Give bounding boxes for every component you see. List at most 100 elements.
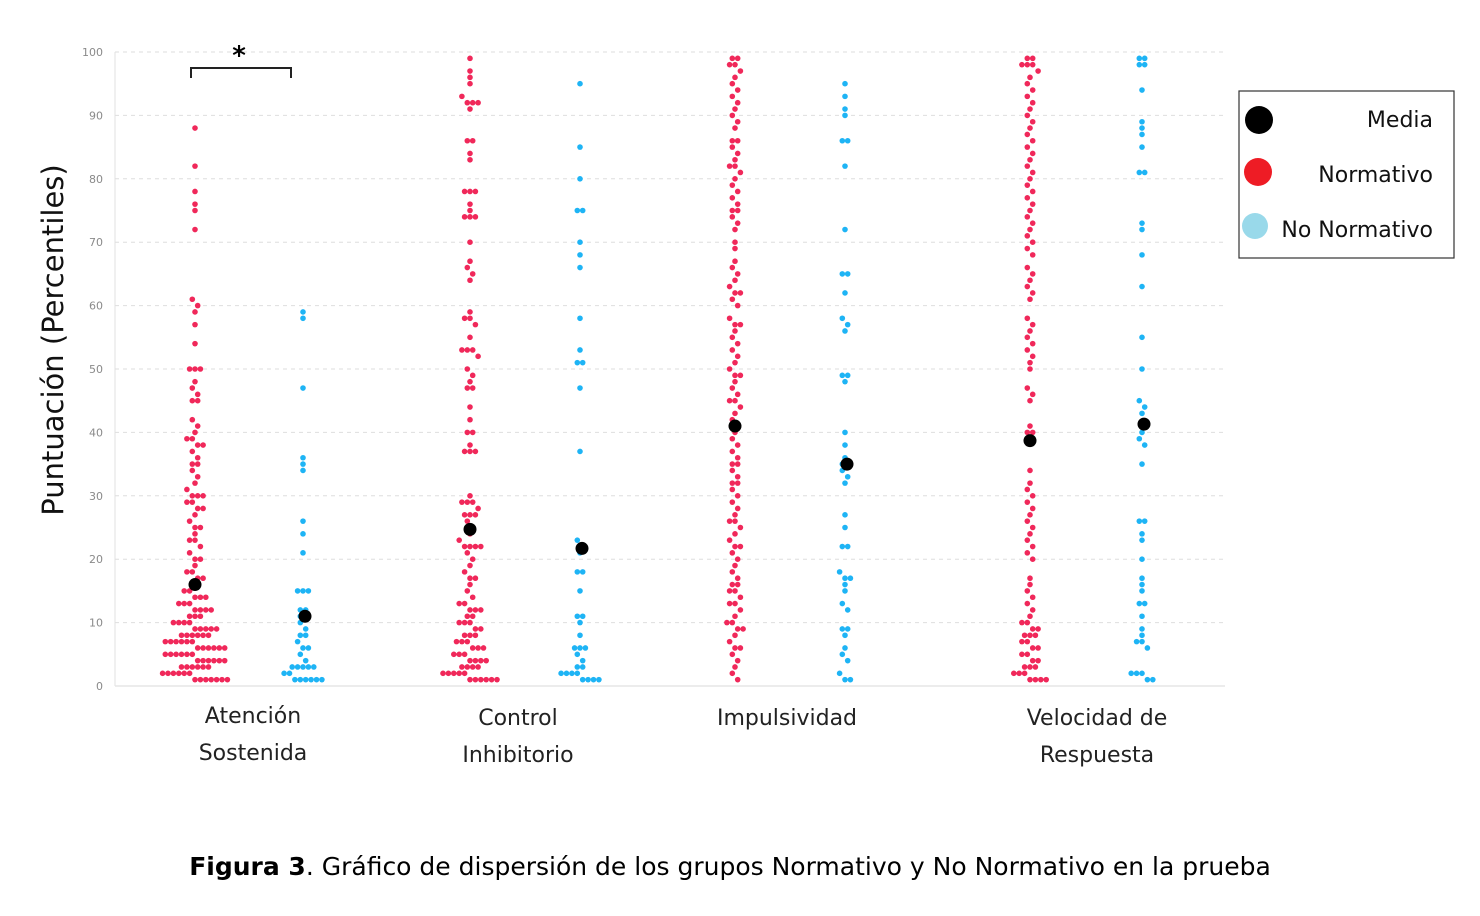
normativo-point	[192, 188, 198, 195]
normativo-point	[729, 264, 736, 271]
no_normativo-point	[1128, 670, 1134, 677]
no_normativo-point	[842, 588, 848, 594]
normativo-point	[472, 676, 479, 683]
normativo-point	[1024, 486, 1031, 493]
no_normativo-point	[839, 315, 846, 322]
normativo-point	[734, 454, 741, 461]
normativo-point	[1024, 499, 1031, 505]
no_normativo-point	[582, 645, 589, 651]
legend-media-marker	[1245, 106, 1273, 134]
normativo-point	[453, 638, 460, 645]
normativo-point	[186, 613, 193, 620]
normativo-point	[734, 657, 741, 664]
normativo-point	[467, 416, 473, 423]
no_normativo-point	[1136, 518, 1143, 524]
no_normativo-point	[579, 569, 586, 575]
no_normativo-point	[577, 619, 583, 626]
normativo-point	[734, 201, 741, 207]
no_normativo-point	[844, 473, 851, 480]
normativo-point	[467, 657, 473, 664]
normativo-point	[221, 645, 228, 651]
figure-caption: Figura 3. Gráfico de dispersión de los g…	[0, 852, 1460, 881]
normativo-point	[1032, 664, 1039, 670]
normativo-point	[732, 156, 738, 163]
normativo-point	[734, 556, 741, 562]
normativo-point	[729, 195, 736, 201]
normativo-point	[192, 594, 198, 601]
no_normativo-point	[844, 271, 851, 277]
normativo-point	[480, 645, 487, 651]
normativo-point	[1029, 505, 1036, 512]
normativo-point	[1029, 87, 1036, 93]
normativo-point	[464, 429, 471, 436]
normativo-point	[472, 657, 479, 664]
no_normativo-point	[579, 664, 586, 670]
normativo-point	[186, 619, 193, 626]
normativo-point	[189, 638, 196, 645]
normativo-point	[478, 626, 484, 632]
legend-no-normativo-label: No Normativo	[1281, 218, 1433, 243]
normativo-point	[729, 385, 736, 391]
normativo-point	[1024, 131, 1031, 138]
y-tick-label: 70	[89, 236, 103, 249]
normativo-point	[729, 144, 736, 150]
normativo-point	[1029, 543, 1036, 550]
normativo-point	[197, 613, 204, 620]
significance-asterisk: *	[232, 41, 246, 71]
no_normativo-point	[577, 80, 583, 87]
no_normativo-mean-marker	[298, 609, 312, 623]
no_normativo-point	[579, 676, 586, 683]
normativo-point	[186, 670, 193, 677]
normativo-point	[1027, 207, 1033, 214]
normativo-point	[1024, 347, 1031, 353]
no_normativo-point	[585, 676, 591, 683]
normativo-point	[732, 562, 738, 569]
normativo-point	[165, 670, 171, 677]
normativo-point	[194, 657, 201, 664]
normativo-point	[737, 607, 744, 613]
normativo-point	[469, 613, 476, 620]
normativo-point	[467, 258, 473, 265]
normativo-point	[167, 638, 174, 645]
normativo-point	[459, 499, 465, 505]
normativo-point	[216, 645, 223, 651]
normativo-point	[467, 543, 473, 550]
normativo-point	[192, 512, 198, 518]
normativo-point	[467, 334, 473, 341]
no_normativo-point	[579, 657, 586, 664]
gridlines	[115, 51, 1225, 624]
normativo-point	[213, 676, 220, 683]
normativo-point	[1035, 657, 1041, 664]
no_normativo-point	[281, 670, 287, 677]
no_normativo-point	[302, 676, 309, 683]
normativo-point	[167, 651, 174, 658]
normativo-point	[1029, 321, 1036, 328]
normativo-point	[205, 664, 212, 670]
normativo-point	[213, 626, 220, 632]
no_normativo-point	[579, 207, 586, 214]
normativo-point	[1027, 106, 1033, 112]
normativo-point	[469, 99, 476, 106]
no_normativo-point	[1139, 410, 1145, 417]
normativo-point	[467, 277, 473, 284]
normativo-point	[170, 619, 177, 626]
no_normativo-point	[579, 359, 586, 366]
y-tick-label: 20	[89, 553, 103, 566]
normativo-point	[1027, 581, 1033, 588]
normativo-point	[1029, 252, 1036, 258]
normativo-point	[734, 188, 741, 195]
no_normativo-point	[302, 626, 309, 632]
normativo-point	[189, 467, 196, 474]
no_normativo-point	[842, 442, 848, 448]
normativo-point	[475, 505, 481, 512]
normativo-point	[1035, 626, 1041, 632]
normativo-mean-marker	[728, 419, 742, 433]
normativo-point	[221, 657, 228, 664]
normativo-point	[184, 499, 190, 505]
normativo-point	[186, 537, 193, 543]
normativo-point	[732, 512, 738, 518]
no_normativo-point	[1141, 442, 1148, 448]
normativo-point	[464, 664, 471, 670]
normativo-point	[469, 664, 476, 670]
normativo-point	[192, 537, 198, 543]
